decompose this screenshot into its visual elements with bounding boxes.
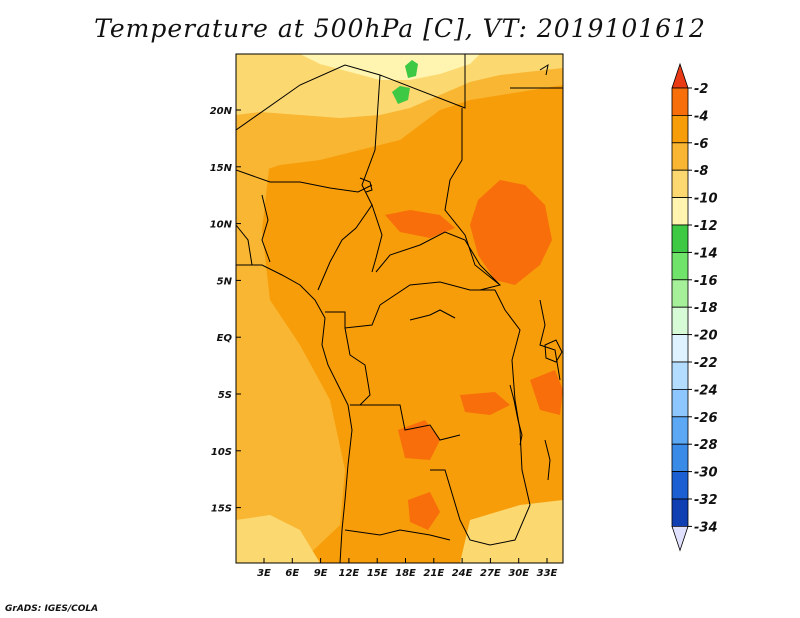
border-angola-south	[344, 529, 451, 541]
border-nigeria-cameroon	[317, 203, 383, 291]
credit-text: GrADS: IGES/COLA	[5, 604, 99, 614]
colorbar-label: -4	[694, 109, 708, 124]
lon-label: 30E	[508, 568, 529, 579]
lat-label: 15N	[210, 163, 233, 174]
field-north-cold-patch	[300, 54, 480, 80]
field-north-cool-band	[236, 54, 563, 118]
field-west-warm-band	[236, 90, 345, 563]
lake-chad	[359, 177, 373, 193]
colorbar-box	[671, 306, 689, 336]
colorbar-label: -8	[694, 164, 708, 179]
lon-label: 6E	[285, 568, 299, 579]
colorbar-label: -32	[694, 493, 718, 508]
lon-label: 27E	[480, 568, 501, 579]
colorbar-box	[671, 416, 689, 445]
colorbar-top-arrow	[671, 62, 689, 89]
border-west-region	[261, 194, 271, 263]
coastline-west	[236, 264, 353, 563]
colorbar-label: -28	[694, 438, 718, 453]
field-central-warm-patch	[385, 210, 455, 238]
lat-label: 20N	[210, 106, 233, 117]
lon-label: 21E	[423, 568, 444, 579]
border-libya-chad	[379, 54, 466, 109]
field-south-warm-patch-1	[398, 420, 440, 460]
colorbar-box	[671, 224, 689, 253]
colorbar-label: -16	[694, 274, 718, 289]
lat-label: 5S	[218, 390, 232, 401]
colorbar-label: -12	[694, 219, 718, 234]
lake-malawi	[544, 439, 551, 481]
lon-label: 12E	[339, 568, 360, 579]
colorbar-label: -14	[694, 246, 718, 261]
border-west-2	[236, 224, 253, 266]
colorbar-label: -24	[694, 383, 718, 398]
field-east-warm-patch	[460, 392, 510, 415]
colorbar-box	[671, 498, 689, 527]
field-green-cold-spot-1	[405, 60, 418, 78]
lon-label: 33E	[537, 568, 558, 579]
lake-tanganyika	[509, 384, 523, 446]
colorbar-box	[671, 471, 689, 500]
field-east-warm-core	[470, 180, 552, 285]
colorbar-box	[671, 197, 689, 226]
border-niger-south	[236, 169, 373, 193]
border-angola-drc	[355, 404, 461, 441]
river-congo	[409, 309, 456, 321]
border-drc-east	[494, 289, 531, 506]
lon-label: 15E	[367, 568, 388, 579]
colorbar-box	[671, 142, 689, 171]
lon-label: 3E	[257, 568, 271, 579]
border-car-south	[379, 281, 495, 306]
field-south-warm-patch-2	[408, 492, 440, 530]
border-car	[375, 231, 501, 291]
colorbar-label: -2	[694, 82, 708, 97]
colorbar-label: -22	[694, 356, 718, 371]
lat-label: 5N	[217, 276, 233, 287]
lon-label: 9E	[314, 568, 328, 579]
colorbar-label: -34	[694, 520, 718, 535]
lat-label: EQ	[217, 333, 233, 344]
field-southeast-cool-patch	[460, 500, 563, 563]
colorbar: -2 -4 -6 -8 -10 -12 -14 -16 -18 -20 -22 -24 -26 -28 -3…	[671, 62, 718, 552]
colorbar-box	[671, 87, 689, 116]
colorbar-box	[671, 115, 689, 144]
border-niger-chad	[361, 74, 381, 206]
colorbar-label: -10	[694, 192, 718, 207]
border-algeria-niger	[236, 64, 381, 131]
colorbar-bottom-arrow	[671, 526, 689, 552]
northeast-coast	[539, 63, 549, 76]
lat-label: 10S	[211, 447, 232, 458]
map-frame	[235, 53, 564, 564]
lon-label: 18E	[395, 568, 416, 579]
colorbar-label: -26	[694, 411, 718, 426]
colorbar-box	[671, 251, 689, 281]
colorbar-label: -18	[694, 301, 718, 316]
colorbar-box	[671, 279, 689, 308]
longitude-axis: 3E 6E 9E 12E 15E 18E 21E 24E 27E 30E 33E	[257, 558, 558, 579]
country-borders	[236, 54, 563, 563]
lon-label: 24E	[452, 568, 473, 579]
colorbar-box	[671, 169, 689, 198]
latitude-axis: 20N 15N 10N 5N EQ 5S 10S 15S	[210, 106, 241, 515]
border-sudan-chad	[444, 108, 501, 286]
lake-victoria	[544, 339, 563, 363]
lat-label: 15S	[211, 504, 232, 515]
colorbar-label: -20	[694, 329, 718, 344]
colorbar-box	[671, 361, 689, 390]
field-green-cold-spot-2	[392, 86, 410, 104]
colorbar-box	[671, 388, 689, 418]
colorbar-label: -6	[694, 137, 708, 152]
lat-label: 10N	[210, 220, 233, 231]
field-lakes-warm-patch	[530, 370, 563, 415]
colorbar-box	[671, 443, 689, 473]
temperature-field	[236, 54, 563, 563]
colorbar-label: -30	[694, 466, 718, 481]
field-south-cool-patch	[236, 515, 320, 563]
map-title: Temperature at 500hPa [C], VT: 201910161…	[94, 14, 706, 43]
colorbar-box	[671, 334, 689, 363]
border-zambia	[430, 469, 531, 546]
